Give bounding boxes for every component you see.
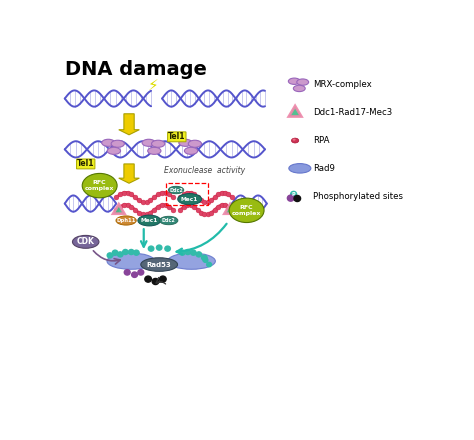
- Text: RPA: RPA: [313, 136, 330, 145]
- FancyArrow shape: [119, 114, 139, 135]
- Text: ⚡: ⚡: [147, 77, 158, 92]
- Ellipse shape: [168, 253, 215, 269]
- Bar: [166, 183, 208, 205]
- Polygon shape: [225, 204, 236, 214]
- Circle shape: [124, 270, 130, 275]
- Ellipse shape: [142, 139, 155, 147]
- Ellipse shape: [184, 147, 198, 154]
- Circle shape: [180, 250, 185, 255]
- Circle shape: [201, 255, 207, 260]
- Text: P: P: [292, 191, 295, 197]
- Ellipse shape: [141, 258, 178, 271]
- Ellipse shape: [148, 147, 161, 154]
- Circle shape: [148, 246, 154, 251]
- Ellipse shape: [116, 216, 136, 225]
- Text: MRX-complex: MRX-complex: [313, 81, 372, 89]
- Text: CDK: CDK: [77, 237, 95, 246]
- Ellipse shape: [168, 186, 184, 194]
- Ellipse shape: [288, 78, 300, 84]
- Text: Rad9: Rad9: [313, 164, 335, 173]
- Text: Ddc2: Ddc2: [162, 218, 175, 223]
- Ellipse shape: [292, 139, 296, 141]
- Ellipse shape: [111, 140, 124, 147]
- Polygon shape: [289, 106, 301, 117]
- Ellipse shape: [229, 198, 264, 223]
- Circle shape: [112, 250, 118, 255]
- Circle shape: [165, 246, 170, 251]
- Ellipse shape: [160, 216, 178, 225]
- Circle shape: [152, 279, 159, 285]
- Ellipse shape: [82, 173, 117, 198]
- Ellipse shape: [107, 147, 120, 154]
- Ellipse shape: [107, 253, 155, 269]
- Text: RFC
complex: RFC complex: [232, 205, 261, 216]
- Text: DNA damage: DNA damage: [65, 59, 207, 79]
- Circle shape: [145, 276, 152, 282]
- Ellipse shape: [138, 215, 161, 226]
- Circle shape: [107, 253, 113, 258]
- Circle shape: [207, 262, 211, 267]
- Ellipse shape: [179, 139, 192, 147]
- Circle shape: [134, 250, 139, 255]
- Circle shape: [128, 249, 134, 255]
- Circle shape: [156, 245, 162, 250]
- Text: Dph11: Dph11: [116, 218, 136, 223]
- Ellipse shape: [292, 138, 299, 143]
- Text: Tel1: Tel1: [77, 159, 94, 169]
- Text: Ddc2: Ddc2: [169, 187, 183, 193]
- Circle shape: [132, 272, 137, 278]
- Circle shape: [203, 258, 208, 262]
- Ellipse shape: [293, 85, 305, 92]
- Circle shape: [160, 276, 166, 282]
- Circle shape: [138, 270, 144, 275]
- Circle shape: [196, 252, 201, 257]
- Text: Exonuclease  activity: Exonuclease activity: [164, 166, 245, 175]
- Text: Ddc1-Rad17-Mec3: Ddc1-Rad17-Mec3: [313, 108, 392, 117]
- Text: Rad53: Rad53: [147, 261, 172, 268]
- Ellipse shape: [188, 140, 201, 147]
- Text: RFC
complex: RFC complex: [85, 180, 114, 191]
- Ellipse shape: [73, 235, 99, 248]
- Ellipse shape: [178, 194, 201, 205]
- Ellipse shape: [289, 164, 311, 173]
- Circle shape: [123, 249, 128, 255]
- Ellipse shape: [297, 79, 309, 85]
- Ellipse shape: [152, 140, 165, 147]
- Text: Phosphorylated sites: Phosphorylated sites: [313, 191, 403, 201]
- Text: Mec1: Mec1: [181, 197, 198, 202]
- Text: Tel1: Tel1: [168, 132, 185, 141]
- Circle shape: [118, 252, 123, 257]
- Circle shape: [185, 249, 191, 255]
- Circle shape: [287, 195, 294, 201]
- Text: Mec1: Mec1: [141, 218, 158, 223]
- Circle shape: [191, 250, 196, 255]
- Polygon shape: [113, 204, 124, 214]
- Ellipse shape: [102, 139, 115, 147]
- Circle shape: [291, 191, 297, 197]
- FancyArrow shape: [119, 164, 139, 183]
- Circle shape: [294, 195, 301, 202]
